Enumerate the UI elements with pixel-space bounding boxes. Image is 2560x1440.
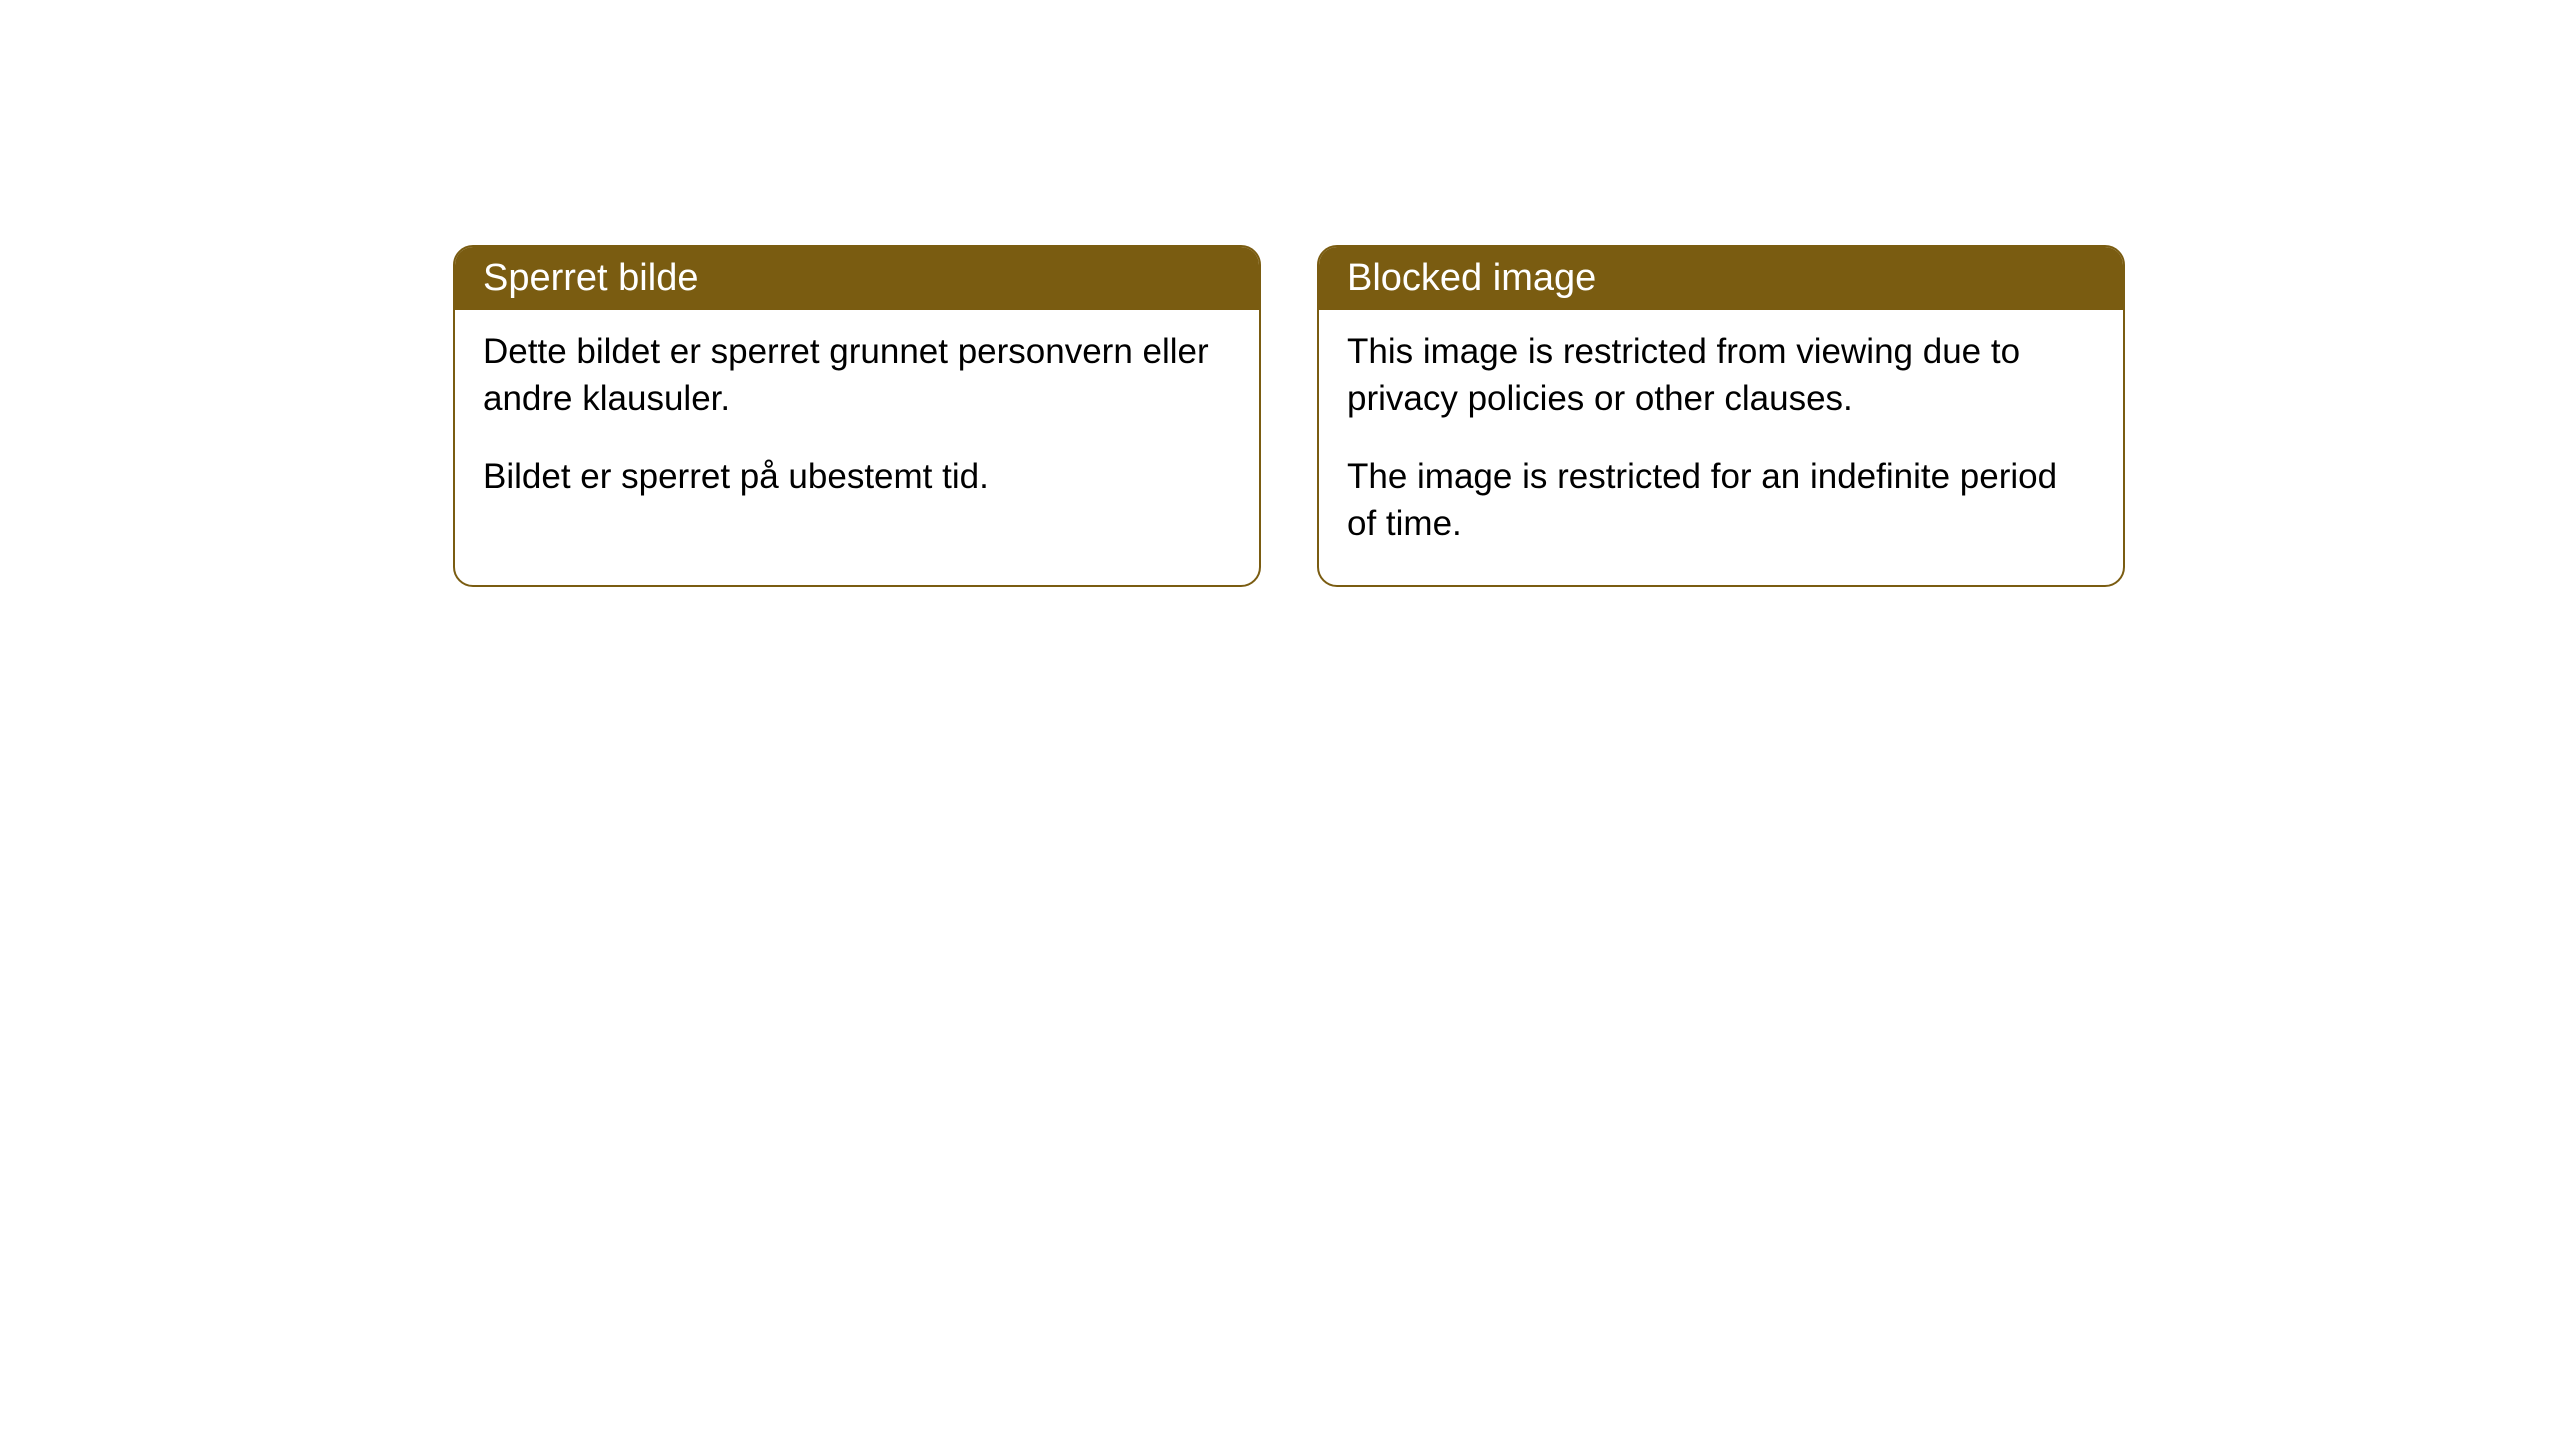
card-paragraph: Dette bildet er sperret grunnet personve… xyxy=(483,328,1231,423)
card-title: Sperret bilde xyxy=(483,257,698,299)
card-paragraph: This image is restricted from viewing du… xyxy=(1347,328,2095,423)
card-paragraph: Bildet er sperret på ubestemt tid. xyxy=(483,453,1231,500)
card-header: Sperret bilde xyxy=(455,247,1259,310)
blocked-image-card-norwegian: Sperret bilde Dette bildet er sperret gr… xyxy=(453,245,1261,587)
card-title: Blocked image xyxy=(1347,257,1596,299)
card-body: Dette bildet er sperret grunnet personve… xyxy=(455,310,1259,538)
card-header: Blocked image xyxy=(1319,247,2123,310)
card-paragraph: The image is restricted for an indefinit… xyxy=(1347,453,2095,548)
card-body: This image is restricted from viewing du… xyxy=(1319,310,2123,585)
notice-cards-container: Sperret bilde Dette bildet er sperret gr… xyxy=(453,245,2125,587)
blocked-image-card-english: Blocked image This image is restricted f… xyxy=(1317,245,2125,587)
